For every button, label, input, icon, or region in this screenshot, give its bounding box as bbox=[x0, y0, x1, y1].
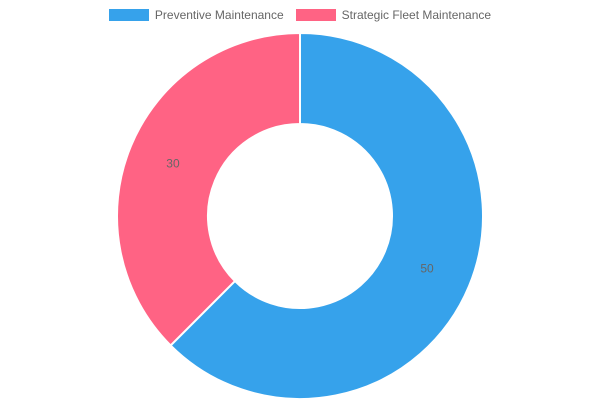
legend-item-preventive-maintenance[interactable]: Preventive Maintenance bbox=[108, 8, 284, 22]
slice-value-label-preventive-maintenance: 50 bbox=[420, 262, 434, 276]
slice-preventive-maintenance[interactable] bbox=[169, 31, 484, 400]
legend-swatch-strategic-fleet-maintenance bbox=[295, 9, 336, 21]
legend-swatch-preventive-maintenance bbox=[108, 9, 149, 21]
legend-label-preventive-maintenance: Preventive Maintenance bbox=[154, 8, 284, 22]
slice-strategic-fleet-maintenance[interactable] bbox=[115, 31, 301, 347]
legend-label-strategic-fleet-maintenance: Strategic Fleet Maintenance bbox=[341, 8, 492, 22]
legend-item-strategic-fleet-maintenance[interactable]: Strategic Fleet Maintenance bbox=[295, 8, 492, 22]
chart-legend: Preventive Maintenance Strategic Fleet M… bbox=[0, 8, 600, 22]
slice-value-label-strategic-fleet-maintenance: 30 bbox=[166, 156, 180, 170]
